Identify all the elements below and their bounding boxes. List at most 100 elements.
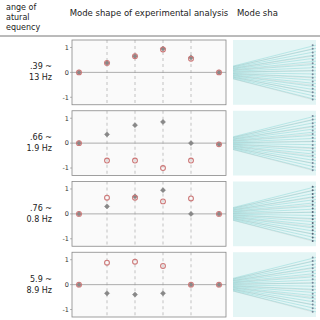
tick <box>70 238 72 239</box>
node-dot <box>312 95 314 97</box>
node-dot <box>312 215 314 217</box>
tick <box>70 72 72 73</box>
tick-label: 1 <box>65 115 69 123</box>
plot-area <box>72 40 226 105</box>
figure: ange ofaturalequencyMode shape of experi… <box>0 0 320 320</box>
node-dot <box>312 99 314 101</box>
structure-line <box>233 141 313 143</box>
decoration-lines <box>233 256 316 312</box>
diamond-point <box>76 282 81 287</box>
series <box>76 282 221 297</box>
structure-line <box>233 190 313 214</box>
header-text: atural <box>6 13 30 22</box>
circle-point <box>133 158 138 163</box>
structure-line <box>233 212 313 214</box>
node-dot <box>312 229 314 231</box>
fan-line <box>233 285 316 296</box>
structure-line <box>233 71 313 73</box>
circle-point <box>77 70 82 75</box>
diamond-point <box>188 282 193 287</box>
diamond-point <box>132 123 137 128</box>
node-dot <box>312 267 314 269</box>
node-dot <box>312 144 314 146</box>
node-dot <box>312 126 314 128</box>
node-dot <box>312 151 314 153</box>
diamond-point <box>104 132 109 137</box>
fan-line <box>233 214 316 216</box>
tick <box>70 97 72 98</box>
node-dot <box>312 256 314 258</box>
fan-line <box>233 214 316 225</box>
fan-line <box>233 45 316 72</box>
diamond-point <box>132 54 137 59</box>
node-dot <box>312 88 314 90</box>
fan-line <box>233 257 316 284</box>
diamond-point <box>104 204 109 209</box>
node-dot <box>312 300 314 302</box>
decoration-lines <box>233 186 316 242</box>
row: 5.9 ~8.9 Hz-101 <box>27 252 316 317</box>
fan-line <box>233 212 316 214</box>
node-dot <box>312 264 314 266</box>
fan-line <box>233 187 316 214</box>
diamond-point <box>76 211 81 216</box>
tick-label: 0 <box>65 69 69 77</box>
structure-line <box>233 205 313 214</box>
circle-point <box>189 282 194 287</box>
header-text: ange of <box>6 3 36 12</box>
circle-point <box>189 158 194 163</box>
node-dot <box>312 155 314 157</box>
node-dot <box>312 66 314 68</box>
tick <box>70 143 72 144</box>
node-dot <box>312 293 314 295</box>
structure-line <box>233 120 313 144</box>
node-dot <box>312 158 314 160</box>
decoration-lines <box>233 115 316 171</box>
diamond-point <box>188 141 193 146</box>
series <box>77 141 222 171</box>
frame <box>72 40 226 105</box>
diamond-point <box>160 188 165 193</box>
fan-line <box>233 214 316 232</box>
circle-point <box>133 54 138 59</box>
fan-line <box>233 72 316 99</box>
zero-line <box>72 213 226 214</box>
tick <box>70 213 72 214</box>
header-text: Mode sha <box>237 8 278 18</box>
node-dot <box>312 91 314 93</box>
node-dot <box>312 51 314 53</box>
tick <box>70 188 72 189</box>
plot <box>72 111 226 176</box>
structure-line <box>233 214 313 219</box>
node-dot <box>312 48 314 50</box>
fan-line <box>233 142 316 144</box>
frame <box>72 111 226 176</box>
node-dot <box>312 282 314 284</box>
fan-line <box>233 285 316 312</box>
series <box>76 188 221 217</box>
structure-line <box>233 285 313 305</box>
node-dot <box>312 193 314 195</box>
fan-line <box>233 143 316 145</box>
fan-line <box>233 193 316 214</box>
node-dot <box>312 296 314 298</box>
diamond-point <box>76 70 81 75</box>
node-dot <box>312 233 314 235</box>
fan-line <box>233 143 316 164</box>
node-dot <box>312 73 314 75</box>
circle-point <box>105 260 110 265</box>
tick-label: -1 <box>63 164 69 172</box>
structure-line <box>233 143 313 156</box>
series <box>77 259 222 287</box>
structure-line <box>233 285 313 312</box>
circle-point <box>189 56 194 61</box>
zero-line <box>72 143 226 144</box>
structure-line <box>233 285 313 290</box>
structure-line <box>233 143 313 170</box>
plot <box>72 182 226 247</box>
fan-line <box>233 116 316 143</box>
circle-point <box>217 142 222 147</box>
circle-point <box>217 282 222 287</box>
diamond-point <box>188 211 193 216</box>
header-rule <box>0 36 320 37</box>
